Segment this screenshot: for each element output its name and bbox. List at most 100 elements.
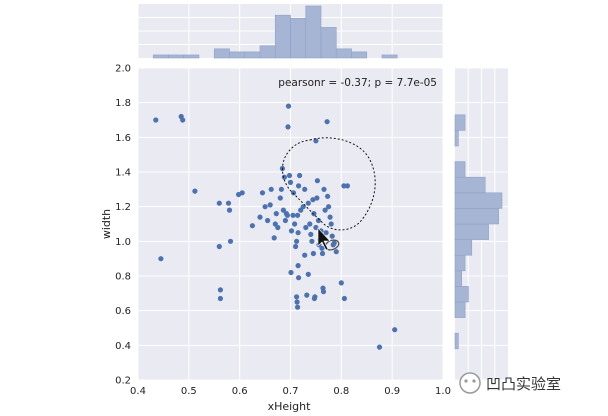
- y-hist-bar: [454, 286, 469, 303]
- data-point: [292, 221, 298, 227]
- data-point: [225, 200, 232, 206]
- y-hist-bar: [454, 130, 459, 147]
- data-point: [314, 178, 320, 184]
- scatter-axes: 0.4 0.5 0.6 0.7 0.8 0.9 1.00.20.40.60.81.01.21…: [115, 64, 451, 398]
- y-marginal-histogram: [454, 67, 508, 381]
- watermark-logo-icon: [459, 372, 481, 394]
- data-point: [282, 217, 288, 224]
- data-point: [309, 238, 315, 244]
- x-tick-label: 0.5: [181, 386, 197, 397]
- data-point: [319, 250, 326, 257]
- data-point: [227, 238, 234, 244]
- data-point: [295, 230, 301, 236]
- data-point: [328, 221, 334, 227]
- data-point: [265, 217, 271, 224]
- y-hist-bar: [454, 114, 466, 131]
- x-hist-bar: [244, 51, 261, 59]
- data-point: [323, 230, 329, 236]
- y-hist-bar: [454, 332, 459, 350]
- data-point: [290, 212, 296, 218]
- y-hist-bar: [454, 192, 503, 209]
- data-point: [280, 207, 286, 213]
- data-point: [273, 211, 279, 217]
- data-point: [285, 124, 291, 130]
- data-point: [226, 207, 233, 213]
- data-point: [312, 294, 318, 300]
- y-hist-bar: [454, 239, 473, 256]
- data-point: [285, 103, 292, 109]
- x-hist-bar: [213, 48, 230, 59]
- data-point: [249, 223, 255, 229]
- data-point: [153, 117, 159, 123]
- y-tick-label: 1.6: [115, 133, 131, 144]
- y-hist-bar: [454, 270, 463, 287]
- data-point: [304, 292, 310, 298]
- data-point: [287, 179, 294, 185]
- data-point: [259, 190, 266, 196]
- x-tick-label: 0.9: [384, 386, 400, 397]
- data-point: [313, 138, 319, 144]
- data-point: [281, 174, 287, 180]
- data-point: [376, 344, 383, 350]
- data-point: [307, 221, 313, 227]
- x-hist-bar: [335, 48, 352, 59]
- y-hist-bar: [454, 208, 499, 225]
- data-point: [239, 190, 245, 196]
- x-hist-bar: [168, 54, 185, 59]
- data-point: [315, 217, 322, 224]
- data-point: [331, 240, 337, 246]
- data-point: [308, 231, 314, 237]
- y-tick-label: 1.2: [115, 202, 131, 213]
- data-point: [180, 117, 186, 123]
- x-tick-label: 0.6: [232, 386, 248, 397]
- x-hist-bar: [274, 14, 291, 59]
- data-point: [314, 195, 320, 201]
- data-point: [324, 119, 330, 125]
- data-point: [327, 214, 333, 220]
- data-point: [288, 269, 294, 276]
- x-hist-bar: [183, 54, 200, 59]
- data-point: [338, 280, 344, 286]
- x-tick-label: 0.7: [283, 386, 299, 397]
- data-point: [392, 327, 398, 333]
- data-point: [217, 287, 223, 293]
- x-marginal-histogram: [137, 4, 444, 59]
- data-point: [192, 188, 198, 194]
- data-point: [284, 212, 290, 218]
- data-point: [325, 193, 331, 199]
- x-hist-bar: [290, 17, 307, 59]
- y-tick-label: 0.6: [115, 306, 131, 317]
- x-hist-bar: [351, 51, 368, 59]
- y-tick-label: 0.2: [115, 376, 131, 387]
- data-point: [275, 224, 281, 231]
- data-point: [305, 200, 311, 206]
- data-point: [271, 235, 277, 241]
- data-point: [302, 186, 308, 192]
- x-hist-bar: [305, 5, 322, 59]
- data-point: [313, 224, 319, 231]
- data-point: [333, 249, 339, 255]
- data-point: [217, 295, 223, 302]
- x-tick-label: 1.0: [435, 386, 451, 397]
- watermark: 凹凸实验室: [459, 372, 561, 394]
- data-point: [290, 190, 297, 196]
- data-point: [277, 195, 283, 201]
- y-tick-label: 2.0: [115, 64, 131, 75]
- data-point: [158, 256, 164, 262]
- data-point: [310, 197, 316, 203]
- watermark-logo-dot: [472, 379, 476, 383]
- data-point: [302, 252, 308, 258]
- data-point: [286, 172, 293, 179]
- data-point: [288, 228, 295, 234]
- data-point: [294, 299, 300, 305]
- data-point: [262, 204, 268, 210]
- data-point: [303, 224, 309, 231]
- data-point: [267, 202, 273, 208]
- x-axis-label: xHeight: [268, 400, 312, 413]
- x-hist-bar: [320, 27, 337, 59]
- x-tick-label: 0.4: [130, 386, 146, 397]
- data-point: [268, 186, 274, 192]
- watermark-text: 凹凸实验室: [486, 375, 561, 393]
- data-point: [310, 250, 316, 257]
